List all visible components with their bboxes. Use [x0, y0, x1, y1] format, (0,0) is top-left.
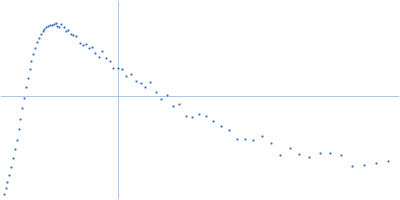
Point [73, 34, 80, 37]
Point [28, 59, 35, 63]
Point [32, 46, 38, 49]
Point [56, 25, 62, 28]
Point [286, 146, 293, 149]
Point [128, 72, 134, 76]
Point [89, 45, 95, 48]
Point [17, 117, 24, 120]
Point [50, 22, 57, 25]
Point [147, 80, 154, 83]
Point [317, 151, 323, 154]
Point [137, 81, 144, 84]
Point [96, 55, 102, 58]
Point [158, 97, 165, 101]
Point [234, 137, 240, 140]
Point [119, 67, 125, 71]
Point [65, 28, 72, 31]
Point [338, 153, 344, 157]
Point [226, 128, 232, 132]
Point [218, 124, 224, 128]
Point [210, 120, 216, 123]
Point [189, 116, 196, 119]
Point [259, 135, 265, 138]
Point [242, 137, 248, 140]
Point [70, 34, 76, 37]
Point [373, 161, 379, 165]
Point [361, 163, 367, 166]
Point [45, 24, 51, 28]
Point [4, 180, 11, 184]
Point [14, 138, 20, 141]
Point [268, 141, 274, 144]
Point [6, 173, 12, 176]
Point [106, 59, 113, 62]
Point [306, 156, 312, 159]
Point [49, 24, 55, 27]
Point [23, 86, 29, 89]
Point [385, 159, 392, 162]
Point [114, 67, 121, 70]
Point [327, 151, 334, 154]
Point [47, 23, 53, 26]
Point [203, 114, 209, 117]
Point [349, 164, 356, 168]
Point [21, 96, 27, 99]
Point [60, 25, 67, 28]
Point [196, 113, 202, 116]
Point [250, 139, 256, 142]
Point [52, 21, 59, 24]
Point [153, 90, 159, 93]
Point [80, 43, 86, 46]
Point [132, 79, 139, 82]
Point [68, 32, 74, 35]
Point [8, 165, 14, 168]
Point [19, 107, 26, 110]
Point [34, 41, 40, 44]
Point [12, 148, 18, 151]
Point [10, 157, 16, 160]
Point [15, 128, 22, 131]
Point [99, 49, 106, 52]
Point [103, 57, 109, 60]
Point [58, 22, 64, 26]
Point [63, 29, 69, 32]
Point [110, 66, 117, 69]
Point [39, 30, 46, 33]
Point [164, 93, 170, 97]
Point [30, 52, 36, 55]
Point [182, 115, 189, 118]
Point [36, 36, 42, 39]
Point [92, 51, 98, 54]
Point [26, 67, 33, 71]
Point [0, 193, 7, 196]
Point [41, 27, 48, 31]
Point [142, 86, 149, 89]
Point [43, 26, 50, 29]
Point [123, 75, 130, 78]
Point [38, 33, 44, 36]
Point [277, 154, 284, 157]
Point [86, 46, 92, 49]
Point [170, 105, 176, 108]
Point [54, 24, 60, 28]
Point [176, 103, 182, 106]
Point [296, 152, 303, 155]
Point [2, 187, 9, 190]
Point [25, 76, 31, 79]
Point [82, 43, 89, 46]
Point [76, 41, 83, 44]
